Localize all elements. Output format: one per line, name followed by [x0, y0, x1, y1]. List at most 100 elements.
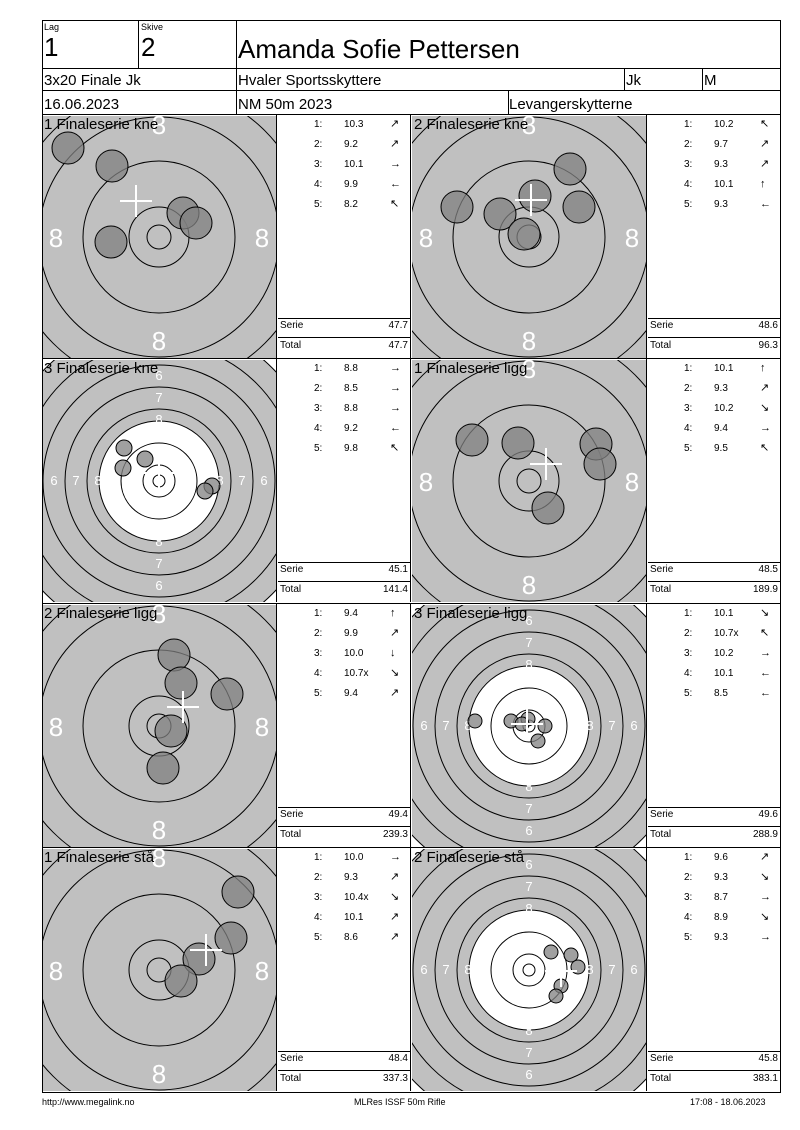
club-name: Hvaler Sportsskyttere: [238, 72, 382, 89]
shot-direction-arrow-icon: ↗: [390, 118, 400, 130]
shot-direction-arrow-icon: ↖: [760, 442, 770, 454]
shot-row: 1: 8.8 →: [278, 363, 406, 377]
shot-direction-arrow-icon: ↘: [390, 891, 400, 903]
footer-timestamp: 17:08 - 18.06.2023: [690, 1097, 766, 1107]
rule-line: [648, 337, 780, 338]
ring-number: 6: [525, 613, 532, 628]
serie-label: Serie: [650, 1053, 674, 1064]
ring-number: 8: [255, 956, 269, 986]
rule-line: [780, 358, 781, 602]
shot-value: 8.5: [714, 688, 728, 699]
shot-number: 4:: [314, 668, 323, 679]
rule-line: [648, 318, 780, 319]
rule-line: [42, 358, 780, 359]
ring-number: 8: [625, 467, 639, 497]
shot-number: 5:: [684, 688, 693, 699]
shot-mark: [146, 751, 180, 785]
shot-number: 4:: [684, 423, 693, 434]
rule-line: [276, 358, 277, 602]
shot-number: 2:: [314, 139, 323, 150]
total-score: 288.9: [752, 829, 778, 840]
ring-number: 5: [155, 600, 162, 602]
shot-value: 9.6: [714, 852, 728, 863]
shot-row: 1: 9.4 ↑: [278, 608, 406, 622]
rule-line: [410, 358, 411, 602]
shot-number: 1:: [314, 608, 323, 619]
shot-direction-arrow-icon: ↘: [760, 871, 770, 883]
shot-mark: [543, 944, 559, 960]
ring-number: 8: [152, 116, 166, 140]
target-image: 5555666677778888: [42, 360, 276, 602]
shot-value: 10.0: [344, 648, 364, 659]
shot-direction-arrow-icon: →: [760, 931, 771, 943]
shot-row: 4: 9.4 →: [648, 423, 776, 437]
shot-number: 3:: [314, 892, 323, 903]
shot-row: 5: 8.6 ↗: [278, 932, 406, 946]
shot-row: 1: 10.3 ↗: [278, 119, 406, 133]
shot-number: 3:: [314, 403, 323, 414]
ring-number: 7: [442, 962, 449, 977]
shot-direction-arrow-icon: ↑: [390, 607, 396, 619]
shot-value: 8.9: [714, 912, 728, 923]
shot-mark: [94, 225, 128, 259]
ring-number: 8: [94, 473, 101, 488]
shot-row: 2: 9.2 ↗: [278, 139, 406, 153]
shot-value: 9.3: [714, 872, 728, 883]
shot-number: 1:: [684, 363, 693, 374]
shot-number: 3:: [684, 648, 693, 659]
rule-line: [702, 68, 703, 90]
rule-line: [278, 807, 410, 808]
shot-row: 3: 10.4x ↘: [278, 892, 406, 906]
shot-direction-arrow-icon: ↗: [390, 138, 400, 150]
rule-line: [646, 358, 647, 602]
lag-label: Lag: [44, 22, 60, 32]
shot-list: 1: 8.8 → 2: 8.5 → 3: 8.8 → 4: 9.2 ← 5: 9.8 ↖ Serie 45.1 T…: [278, 360, 410, 602]
ring-number: 6: [155, 368, 162, 383]
shot-row: 3: 10.2 ↘: [648, 403, 776, 417]
shot-row: 4: 10.1 ←: [648, 668, 776, 682]
serie-score: 45.8: [758, 1053, 778, 1064]
shot-mark: [553, 152, 587, 186]
footer-url[interactable]: http://www.megalink.no: [42, 1097, 135, 1107]
ring-number: 8: [152, 815, 166, 845]
mean-point-cross: [545, 955, 577, 987]
target-image: 8 8 8 8: [42, 849, 276, 1091]
shot-value: 9.9: [344, 179, 358, 190]
shot-value: 10.4x: [344, 892, 369, 903]
total-label: Total: [280, 584, 302, 595]
total-label: Total: [650, 584, 672, 595]
total-score: 47.7: [388, 340, 408, 351]
shot-direction-arrow-icon: ↗: [760, 158, 770, 170]
ring-number: 6: [630, 962, 637, 977]
rule-line: [276, 114, 277, 358]
shot-list: 1: 10.2 ↖ 2: 9.7 ↗ 3: 9.3 ↗ 4: 10.1 ↑ 5: 9.3 ← Serie 48.…: [648, 116, 780, 358]
shot-value: 8.6: [344, 932, 358, 943]
mean-point-cross: [530, 448, 562, 480]
shot-value: 10.7x: [344, 668, 369, 679]
shot-row: 3: 8.8 →: [278, 403, 406, 417]
shot-value: 9.2: [344, 139, 358, 150]
mean-point-cross: [190, 934, 222, 966]
target-image: 8 8 8 8: [42, 605, 276, 847]
shot-mark: [455, 423, 489, 457]
shot-direction-arrow-icon: ↑: [760, 362, 766, 374]
ring-number: 8: [155, 412, 162, 427]
series-title: 3 Finaleserie kne: [44, 360, 159, 377]
shot-row: 5: 9.3 →: [648, 932, 776, 946]
shot-mark: [530, 733, 546, 749]
shot-direction-arrow-icon: →: [390, 382, 401, 394]
shot-row: 1: 10.1 ↘: [648, 608, 776, 622]
shot-mark: [548, 988, 564, 1004]
shot-row: 2: 9.3 ↗: [278, 872, 406, 886]
shot-direction-arrow-icon: ←: [390, 178, 401, 190]
total-label: Total: [650, 829, 672, 840]
shot-row: 3: 8.7 →: [648, 892, 776, 906]
total-label: Total: [280, 829, 302, 840]
serie-label: Serie: [650, 809, 674, 820]
shot-direction-arrow-icon: ←: [760, 198, 771, 210]
ring-number: 7: [608, 962, 615, 977]
shot-mark: [136, 450, 154, 468]
shot-direction-arrow-icon: ↗: [390, 931, 400, 943]
